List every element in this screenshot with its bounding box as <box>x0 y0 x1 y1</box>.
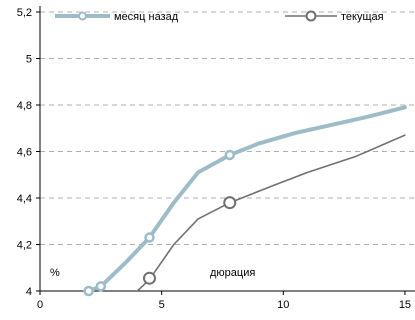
y-tick-label: 4,2 <box>17 240 32 252</box>
series-1-point <box>142 271 156 285</box>
x-tick-label: 10 <box>277 299 289 311</box>
axes <box>36 6 415 295</box>
series-line-1 <box>136 134 406 291</box>
x-tick-label: 0 <box>37 299 43 311</box>
legend-swatch-marker-0 <box>78 11 87 21</box>
series-0-point <box>83 285 94 297</box>
series-1-point <box>223 196 237 210</box>
y-tick-label: 4,4 <box>17 193 32 205</box>
y-tick-label: 5,2 <box>17 7 32 19</box>
x-tick-label: 5 <box>159 299 165 311</box>
gridlines <box>40 11 415 245</box>
series-0-point <box>95 281 107 292</box>
series-0-point <box>224 149 236 161</box>
y-tick-label: 4,6 <box>17 147 32 159</box>
legend-label-0: месяц назад <box>114 11 179 23</box>
x-axis-label: дюрация <box>210 267 255 279</box>
series-0-point <box>144 232 155 243</box>
legend-swatch-marker-1 <box>305 10 317 22</box>
y-tick-label: 4,8 <box>17 100 32 112</box>
legend-label-1: текущая <box>341 11 384 23</box>
tick-labels: 4 4,2 4,4 4,6 4,8 5 5,2 0 5 10 15 <box>17 7 411 311</box>
y-tick-label: 4 <box>26 286 32 298</box>
markers-group <box>83 149 237 297</box>
y-axis-unit-label: % <box>50 267 60 279</box>
legend: месяц назад текущая <box>55 10 384 23</box>
x-tick-label: 15 <box>399 299 411 311</box>
y-tick-label: 5 <box>26 54 32 66</box>
